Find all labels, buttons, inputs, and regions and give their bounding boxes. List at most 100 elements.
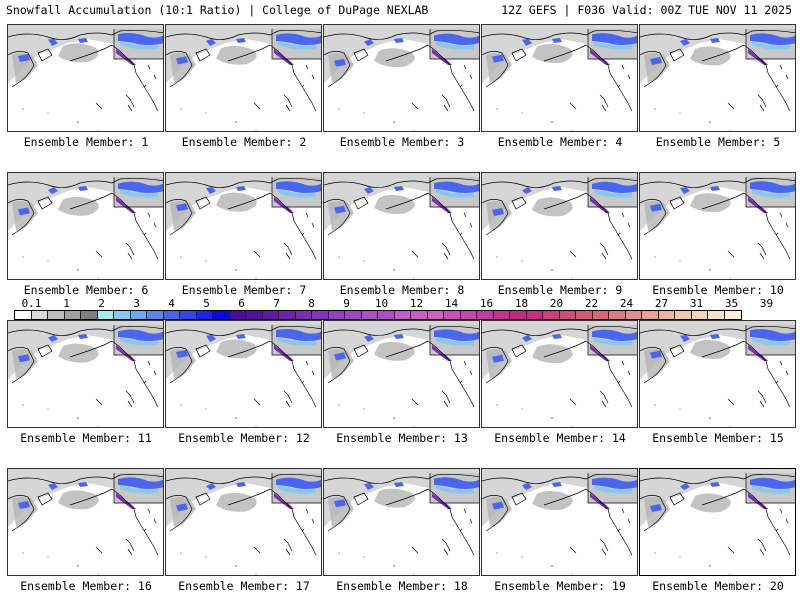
map-canvas	[166, 25, 321, 131]
snow-band-canada	[276, 181, 321, 193]
ensemble-map-panel	[165, 468, 322, 576]
snow-shading-storm	[690, 340, 731, 359]
colorbar-tick-label: 12	[409, 297, 424, 310]
colorbar-swatch	[31, 311, 48, 319]
snow-band-canada	[276, 33, 321, 45]
ensemble-member-label: Ensemble Member: 12	[178, 431, 310, 445]
colorbar-swatch	[64, 311, 81, 319]
coastlines	[8, 177, 163, 260]
snow-band-alaska	[522, 335, 532, 342]
colorbar-swatch	[427, 311, 444, 319]
colorbar-tick-label: 4	[168, 297, 175, 310]
ensemble-map-panel	[165, 172, 322, 280]
islands	[654, 404, 731, 427]
colorbar-swatch	[460, 311, 477, 319]
coastlines	[166, 177, 321, 260]
snow-band-canada	[434, 329, 479, 341]
ensemble-member-label: Ensemble Member: 16	[20, 579, 152, 593]
colorbar-tick-label: 31	[689, 297, 704, 310]
colorbar-swatch	[658, 311, 675, 319]
snow-band-canada	[750, 33, 795, 45]
ensemble-member-label: Ensemble Member: 10	[652, 283, 784, 297]
colorbar-swatch	[691, 311, 708, 319]
colorbar-tick-label: 10	[374, 297, 389, 310]
snow-band-canada	[750, 477, 795, 489]
snow-shading-storm	[532, 491, 573, 510]
islands	[654, 256, 731, 279]
snow-band-canada-cyan	[436, 41, 474, 50]
islands	[496, 404, 573, 427]
snow-band-canada-cyan	[436, 189, 474, 198]
snow-band-alaska2	[394, 38, 404, 43]
snow-band-kamchatka	[492, 54, 504, 63]
coastlines	[166, 29, 321, 112]
ensemble-map-panel	[323, 468, 480, 576]
run-valid-time: 12Z GEFS | F036 Valid: 00Z TUE NOV 11 20…	[501, 3, 792, 17]
snow-band-canada-cyan	[752, 189, 790, 198]
colorbar-swatch	[642, 311, 659, 319]
islands	[654, 552, 731, 575]
coastlines	[324, 29, 479, 112]
snow-band-alaska2	[710, 186, 720, 191]
snow-band-canada-cyan	[120, 189, 158, 198]
snow-band-canada	[118, 477, 163, 489]
snow-band-canada-cyan	[278, 337, 316, 346]
snow-band-alaska	[680, 187, 690, 194]
islands	[180, 552, 257, 575]
colorbar-swatch	[592, 311, 609, 319]
colorbar-swatch	[295, 311, 312, 319]
islands	[22, 256, 99, 279]
colorbar-tick-label: 8	[308, 297, 315, 310]
snow-band-kamchatka	[650, 350, 662, 359]
coastlines	[640, 29, 795, 112]
colorbar-swatch	[229, 311, 246, 319]
snow-band-alaska2	[78, 334, 88, 339]
colorbar-swatch	[724, 311, 741, 319]
colorbar	[14, 310, 742, 320]
snow-band-canada-cyan	[752, 41, 790, 50]
ensemble-member-label: Ensemble Member: 19	[494, 579, 626, 593]
ensemble-member-label: Ensemble Member: 17	[178, 579, 310, 593]
ensemble-member-label: Ensemble Member: 13	[336, 431, 468, 445]
map-canvas	[166, 321, 321, 427]
ensemble-map-panel	[7, 172, 164, 280]
islands	[22, 404, 99, 427]
ensemble-map-panel	[165, 320, 322, 428]
snow-band-alaska2	[552, 38, 562, 43]
coastlines	[166, 325, 321, 408]
snow-band-canada	[434, 181, 479, 193]
colorbar-swatch	[361, 311, 378, 319]
colorbar-swatch	[675, 311, 692, 319]
snow-band-canada	[592, 181, 637, 193]
snow-shading-storm	[216, 339, 257, 359]
snow-band-canada	[118, 181, 163, 193]
coastlines	[640, 325, 795, 408]
colorbar-tick-label: 39	[759, 297, 774, 310]
snow-band-alaska	[48, 39, 58, 46]
colorbar-swatch	[328, 311, 345, 319]
snow-band-alaska	[522, 187, 532, 194]
coastlines	[324, 325, 479, 408]
colorbar-swatch	[493, 311, 510, 319]
colorbar-swatch	[81, 311, 98, 319]
map-canvas	[8, 25, 163, 131]
coastlines	[482, 325, 637, 408]
snow-band-alaska2	[552, 482, 562, 487]
colorbar-swatch	[130, 311, 147, 319]
ensemble-member-label: Ensemble Member: 9	[497, 283, 623, 297]
snow-band-alaska	[680, 39, 690, 46]
snow-band-alaska	[364, 483, 374, 490]
snow-band-canada	[118, 329, 163, 341]
ensemble-map-panel	[639, 320, 796, 428]
ensemble-member-label: Ensemble Member: 3	[339, 135, 465, 149]
map-canvas	[8, 321, 163, 427]
ensemble-member-label: Ensemble Member: 15	[652, 431, 784, 445]
coastlines	[640, 177, 795, 260]
snow-band-alaska2	[236, 186, 246, 191]
colorbar-swatch	[526, 311, 543, 319]
snow-band-canada	[592, 329, 637, 341]
islands	[180, 256, 257, 279]
map-canvas	[482, 321, 637, 427]
map-canvas	[8, 173, 163, 279]
snow-band-kamchatka	[176, 56, 188, 65]
